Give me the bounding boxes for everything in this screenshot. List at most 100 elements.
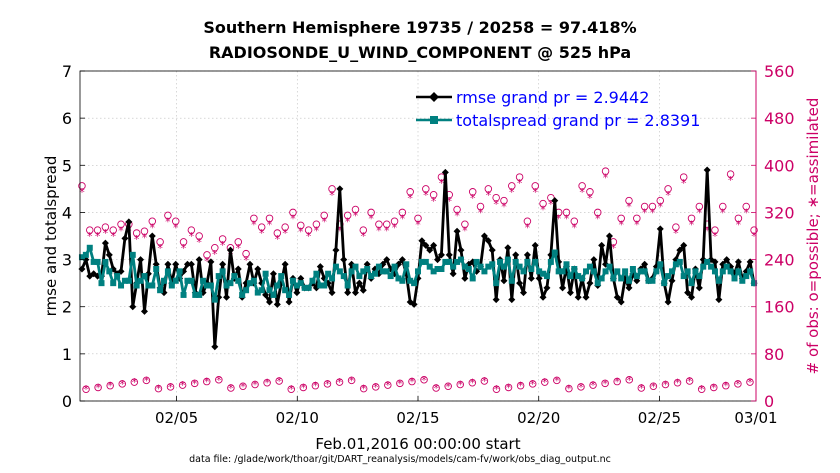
obs-assimilated-marker: * — [313, 380, 319, 393]
obs-possible-marker — [239, 382, 247, 391]
spread-point — [246, 280, 253, 287]
rmse-point — [187, 260, 195, 268]
spread-point — [192, 291, 199, 298]
obs-assimilated-marker: * — [290, 213, 296, 226]
spread-point — [121, 277, 128, 284]
obs-assimilated-marker: * — [542, 376, 548, 389]
spread-point — [379, 268, 386, 275]
obs-possible-marker — [637, 384, 646, 392]
axes: 02/05 02/10 02/15 02/20 02/25 03/010123456708… — [62, 62, 795, 427]
y-left-tick-label: 7 — [62, 62, 72, 81]
chart-title-line2: RADIOSONDE_U_WIND_COMPONENT @ 525 hPa — [209, 43, 631, 62]
obs-possible-marker — [406, 188, 414, 196]
obs-assimilated-marker: * — [590, 379, 596, 392]
obs-assimilated-marker: * — [107, 380, 113, 393]
spread-point — [286, 291, 293, 298]
spread-point — [649, 277, 656, 284]
obs-assimilated-marker: * — [120, 378, 126, 391]
rmse-point — [684, 289, 692, 297]
obs-assimilated-marker: * — [532, 186, 538, 199]
spread-point — [172, 277, 179, 284]
spread-point — [262, 270, 269, 277]
obs-possible-marker — [648, 202, 657, 211]
spread-point — [243, 287, 250, 294]
y-right-tick-label: 0 — [764, 392, 774, 411]
obs-possible-marker — [710, 383, 718, 392]
rmse-point — [617, 298, 625, 306]
obs-assimilated-marker: * — [743, 207, 749, 220]
rmse-point — [531, 241, 539, 249]
obs-assimilated-marker: * — [554, 374, 560, 387]
rmse-point — [664, 298, 672, 306]
spread-point — [606, 263, 613, 270]
obs-possible-marker — [164, 211, 172, 220]
obs-possible-marker — [347, 376, 356, 385]
spread-point — [731, 275, 738, 282]
rmse-point — [715, 296, 723, 304]
obs-assimilated-marker: * — [587, 192, 593, 205]
legend: rmse grand pr = 2.9442 totalspread grand… — [416, 88, 700, 130]
obs-assimilated-marker: * — [83, 383, 89, 396]
obs-possible-marker — [523, 217, 532, 226]
obs-assimilated-marker: * — [433, 382, 439, 395]
obs-possible-marker — [687, 214, 696, 223]
spread-point — [258, 287, 265, 294]
obs-possible-marker — [187, 226, 196, 234]
rmse-point — [445, 251, 453, 259]
obs-assimilated-marker: * — [462, 224, 468, 237]
spread-point — [442, 258, 449, 265]
obs-assimilated-marker: * — [578, 381, 584, 394]
obs-possible-marker — [578, 182, 586, 190]
obs-possible-marker — [132, 229, 141, 237]
rmse-point — [430, 241, 438, 249]
spread-point — [305, 284, 312, 291]
obs-possible-marker — [178, 381, 187, 389]
spread-point — [719, 268, 726, 275]
obs-assimilated-marker: * — [470, 377, 476, 390]
obs-possible-marker — [468, 188, 477, 196]
spread-point — [356, 273, 363, 280]
rmse-point — [500, 277, 508, 285]
obs-possible-marker — [456, 380, 465, 389]
obs-assimilated-marker: * — [697, 207, 703, 220]
x-tick-label: 02/25 — [638, 409, 681, 427]
spread-point — [215, 273, 222, 280]
spread-point — [368, 273, 375, 280]
y-left-tick-label: 5 — [62, 156, 72, 175]
spread-point — [297, 280, 304, 287]
obs-assimilated-marker: * — [165, 215, 171, 228]
obs-assimilated-marker: * — [236, 242, 242, 255]
obs-possible-marker — [742, 202, 750, 211]
y-left-tick-label: 4 — [62, 203, 72, 222]
obs-possible-marker — [154, 384, 163, 393]
obs-possible-marker — [516, 381, 525, 390]
rmse-point — [359, 286, 367, 294]
obs-possible-marker — [218, 235, 227, 243]
spread-point — [704, 258, 711, 265]
spread-point — [391, 263, 398, 270]
obs-assimilated-marker: * — [712, 230, 718, 243]
spread-point — [321, 282, 328, 289]
spread-point — [344, 282, 351, 289]
spread-point — [661, 280, 668, 287]
rmse-point — [281, 260, 289, 268]
spread-point — [332, 263, 339, 270]
obs-assimilated-marker: * — [566, 383, 572, 396]
rmse-point — [582, 293, 590, 301]
obs-possible-marker — [304, 226, 313, 234]
obs-possible-marker — [444, 382, 452, 391]
spread-point — [266, 287, 273, 294]
obs-assimilated-marker: * — [735, 378, 741, 391]
obs-possible-marker — [468, 378, 477, 387]
obs-assimilated-marker: * — [325, 378, 331, 391]
rmse-point — [211, 343, 219, 351]
obs-assimilated-marker: * — [650, 207, 656, 220]
obs-assimilated-marker: * — [243, 254, 249, 267]
obs-possible-marker — [453, 205, 461, 214]
obs-possible-marker — [328, 185, 336, 193]
obs-possible-marker — [190, 379, 199, 388]
spread-point — [301, 284, 308, 291]
obs-possible-marker — [420, 376, 428, 384]
obs-possible-marker — [734, 380, 742, 388]
spread-point — [594, 280, 601, 287]
